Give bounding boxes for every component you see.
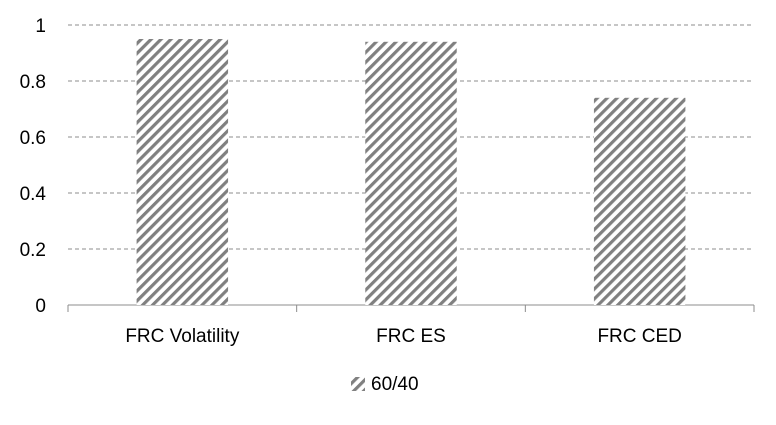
y-tick-label: 0 — [35, 296, 46, 317]
bar-frc-es — [365, 41, 457, 306]
legend-label: 60/40 — [371, 374, 419, 395]
x-category-label: FRC CED — [597, 326, 681, 347]
legend-swatch — [351, 377, 365, 391]
labels: 0 0.2 0.4 0.6 0.8 1 FRC Volatility FRC ES FRC CE… — [20, 16, 682, 347]
y-tick-label: 0.4 — [20, 184, 47, 205]
y-tick-label: 0.2 — [20, 240, 46, 261]
bars — [136, 39, 686, 306]
bar-frc-volatility — [136, 39, 229, 305]
y-tick-label: 0.6 — [20, 128, 46, 149]
bar-frc-ced — [593, 97, 686, 305]
axes — [67, 304, 755, 312]
x-category-label: FRC Volatility — [125, 326, 240, 347]
legend: 60/40 — [351, 374, 419, 395]
y-tick-label: 0.8 — [20, 72, 46, 93]
x-category-label: FRC ES — [376, 326, 446, 347]
y-tick-label: 1 — [35, 16, 46, 37]
